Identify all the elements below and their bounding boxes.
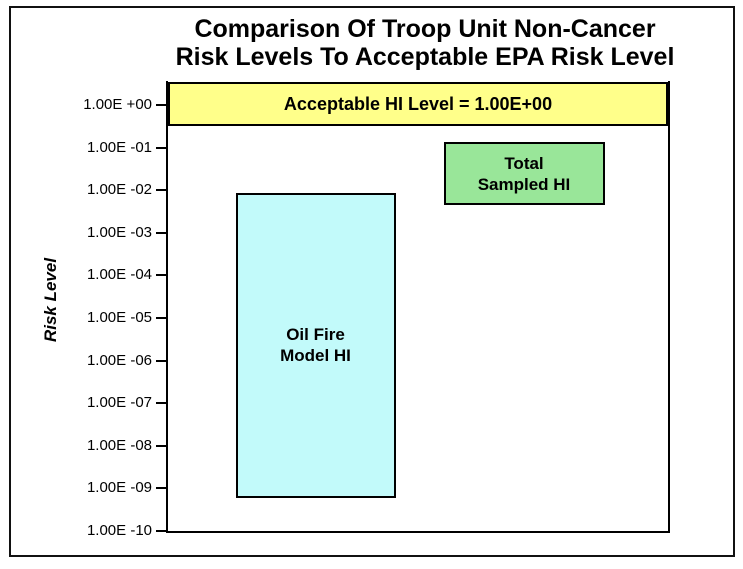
- y-tick-label-9: 1.00E -09: [86, 479, 152, 497]
- y-tick-mark-7: [156, 402, 166, 405]
- y-tick-label-7: 1.00E -07: [86, 394, 152, 412]
- bar-label-line: Model HI: [280, 346, 351, 366]
- y-tick-mark-10: [156, 530, 166, 532]
- bar-label-line: Oil Fire: [286, 325, 345, 345]
- bar-acceptable-hi-level-label: Acceptable HI Level = 1.00E+00: [284, 94, 552, 114]
- bar-total-sampled-hi-label: Total Sampled HI: [478, 153, 571, 195]
- y-tick-label-4: 1.00E -04: [86, 266, 152, 284]
- chart-title-line1: Comparison Of Troop Unit Non-Cancer: [194, 15, 656, 43]
- y-tick-mark-0: [156, 104, 166, 106]
- y-axis: 1.00E +00 1.00E -01 1.00E -02 1.00E -03 1.00…: [30, 81, 166, 539]
- y-tick-label-10: 1.00E -10: [86, 522, 152, 539]
- bar-total-sampled-hi: Total Sampled HI: [443, 142, 605, 205]
- y-tick-label-8: 1.00E -08: [86, 436, 152, 454]
- y-tick-mark-5: [156, 317, 166, 319]
- bar-label-line: Total: [504, 153, 544, 173]
- y-tick-mark-6: [156, 359, 166, 362]
- y-tick-label-3: 1.00E -03: [86, 223, 152, 241]
- plot-area: Acceptable HI Level = 1.00E+00 Total Sampl…: [166, 81, 670, 533]
- y-tick-mark-4: [156, 274, 166, 277]
- y-tick-label-6: 1.00E -06: [86, 351, 152, 369]
- outer-frame: [9, 6, 735, 557]
- y-tick-mark-8: [156, 444, 166, 447]
- bar-acceptable-hi-level: Acceptable HI Level = 1.00E+00: [168, 81, 668, 126]
- y-tick-mark-9: [156, 487, 166, 490]
- bar-oil-fire-model-hi: Oil Fire Model HI: [235, 192, 396, 498]
- y-tick-mark-1: [156, 146, 166, 149]
- y-tick-label-2: 1.00E -02: [86, 181, 152, 199]
- y-tick-label-0: 1.00E +00: [83, 96, 152, 113]
- y-tick-mark-2: [156, 189, 166, 192]
- bar-label-line: Sampled HI: [477, 174, 571, 194]
- chart-title: Comparison Of Troop Unit Non-Cancer Risk…: [107, 15, 743, 71]
- bar-label-line: Acceptable HI Level = 1.00E+00: [283, 93, 553, 114]
- y-tick-label-5: 1.00E -05: [86, 309, 152, 326]
- y-tick-mark-3: [156, 231, 166, 234]
- bar-oil-fire-model-hi-label: Oil Fire Model HI: [280, 324, 351, 366]
- y-tick-label-1: 1.00E -01: [86, 138, 152, 156]
- chart-title-line2: Risk Levels To Acceptable EPA Risk Level: [175, 43, 675, 71]
